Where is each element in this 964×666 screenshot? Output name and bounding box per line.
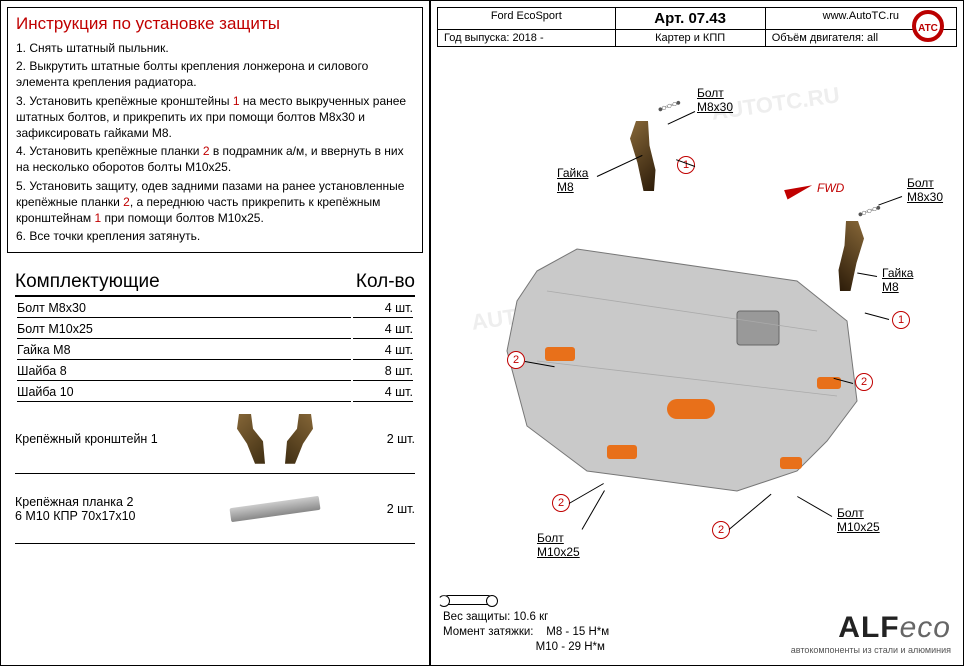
left-column: Инструкция по установке защиты 1. Снять … <box>1 1 431 665</box>
circle-2c: 2 <box>712 521 730 539</box>
bolt-trail-2: ● ○ ◦ ○ ◦ ○ ● <box>856 202 881 219</box>
hdr-model: Ford EcoSport <box>438 8 616 30</box>
components-title: Комплектующие <box>15 271 160 293</box>
orange-tab-4 <box>780 457 802 469</box>
bracket-2 <box>837 221 875 311</box>
orange-tab-2 <box>607 445 637 459</box>
torque-1: М8 - 15 Н*м <box>546 626 609 638</box>
components-header: Комплектующие Кол-во <box>15 271 415 297</box>
component-row: Шайба 88 шт. <box>17 362 413 381</box>
orange-tab-1 <box>545 347 575 361</box>
instruction-item: 4. Установить крепёжные планки 2 в подра… <box>16 143 414 175</box>
hdr-protect: Картер и КПП <box>616 30 766 46</box>
instruction-item: 2. Выкрутить штатные болты крепления лон… <box>16 58 414 90</box>
torque-2: М10 - 29 Н*м <box>536 641 605 653</box>
instructions-list: 1. Снять штатный пыльник. 2. Выкрутить шт… <box>16 40 414 244</box>
component-row: Болт М10х254 шт. <box>17 320 413 339</box>
label-bolt-m10-1: БолтМ10х25 <box>537 531 580 559</box>
component-qty: 4 шт. <box>353 320 413 339</box>
plank-label: Крепёжная планка 2 6 М10 КПР 70х17х10 <box>15 495 195 523</box>
weight-label: Вес защиты: 10.6 кг <box>443 611 548 623</box>
bracket-image <box>195 414 355 464</box>
bolt-trail-1: ● ○ ◦ ○ ◦ ○ ● <box>656 97 681 114</box>
label-nut-m8-2: ГайкаМ8 <box>882 266 913 294</box>
wrench-icon <box>443 595 493 605</box>
component-qty: 4 шт. <box>353 299 413 318</box>
component-name: Болт М8х30 <box>17 299 351 318</box>
logo-block: ALFeco автокомпоненты из стали и алюмини… <box>791 611 951 655</box>
label-bolt-m10-2: БолтМ10х25 <box>837 506 880 534</box>
instruction-item: 6. Все точки крепления затянуть. <box>16 228 414 244</box>
component-qty: 4 шт. <box>353 383 413 402</box>
leader-1 <box>668 111 696 125</box>
circle-2a: 2 <box>507 351 525 369</box>
circle-2b: 2 <box>552 494 570 512</box>
diagram-area: ● ○ ◦ ○ ◦ ○ ● ● ○ ◦ ○ ◦ ○ ● FWD БолтМ8х3… <box>437 61 957 659</box>
component-row: Шайба 104 шт. <box>17 383 413 402</box>
header-table: ATC Ford EcoSport Арт. 07.43 www.AutoTC.… <box>437 7 957 47</box>
footer-box: Вес защиты: 10.6 кг Момент затяжки: М8 -… <box>437 591 957 659</box>
plank-row: Крепёжная планка 2 6 М10 КПР 70х17х10 2 … <box>15 474 415 544</box>
component-row: Гайка М84 шт. <box>17 341 413 360</box>
component-name: Болт М10х25 <box>17 320 351 339</box>
circle-2d: 2 <box>855 373 873 391</box>
components-block: Комплектующие Кол-во Болт М8х304 шт.Болт… <box>7 271 423 544</box>
orange-center <box>667 399 715 419</box>
plank-name: Крепёжная планка 2 <box>15 495 133 509</box>
logo-tagline: автокомпоненты из стали и алюминия <box>791 645 951 655</box>
instruction-item: 5. Установить защиту, одев задними пазам… <box>16 178 414 227</box>
component-name: Гайка М8 <box>17 341 351 360</box>
label-bolt-m8-1: БолтМ8х30 <box>697 86 733 114</box>
instruction-item: 3. Установить крепёжные кронштейны 1 на … <box>16 93 414 142</box>
label-bolt-m8-2: БолтМ8х30 <box>907 176 943 204</box>
page-container: Инструкция по установке защиты 1. Снять … <box>0 0 964 666</box>
label-nut-m8-1: ГайкаМ8 <box>557 166 588 194</box>
leader-3 <box>878 196 902 205</box>
instruction-item: 1. Снять штатный пыльник. <box>16 40 414 56</box>
footer-data: Вес защиты: 10.6 кг Момент затяжки: М8 -… <box>443 595 609 655</box>
components-table: Болт М8х304 шт.Болт М10х254 шт.Гайка М84… <box>15 297 415 404</box>
circle-1b: 1 <box>892 311 910 329</box>
torque-label: Момент затяжки: <box>443 626 533 638</box>
component-row: Болт М8х304 шт. <box>17 299 413 318</box>
hdr-year: Год выпуска: 2018 - <box>438 30 616 46</box>
fwd-arrow: FWD <box>817 181 844 195</box>
logo-main: ALF <box>838 611 899 644</box>
component-name: Шайба 10 <box>17 383 351 402</box>
svg-text:ATC: ATC <box>918 23 938 34</box>
bracket-label: Крепёжный кронштейн 1 <box>15 432 195 446</box>
hdr-art: Арт. 07.43 <box>616 8 766 30</box>
plank-icon <box>229 496 320 522</box>
plank-qty: 2 шт. <box>355 502 415 516</box>
logo-eco: eco <box>900 611 951 644</box>
plank-image <box>195 502 355 516</box>
bracket-row: Крепёжный кронштейн 1 2 шт. <box>15 404 415 474</box>
bracket-qty: 2 шт. <box>355 432 415 446</box>
components-qty-title: Кол-во <box>356 271 415 293</box>
right-column: AUTOTC.RU AUTOTC.RU ATC Ford EcoSport Ар… <box>431 1 963 665</box>
atc-logo: ATC <box>906 6 950 46</box>
bracket-icon <box>231 414 271 464</box>
instructions-title: Инструкция по установке защиты <box>16 14 414 34</box>
shield-plate <box>497 241 877 501</box>
component-qty: 4 шт. <box>353 341 413 360</box>
instructions-box: Инструкция по установке защиты 1. Снять … <box>7 7 423 253</box>
logo-text: ALFeco <box>791 611 951 645</box>
component-name: Шайба 8 <box>17 362 351 381</box>
plank-sub: 6 М10 КПР 70х17х10 <box>15 509 136 523</box>
component-qty: 8 шт. <box>353 362 413 381</box>
bracket-icon-2 <box>279 414 319 464</box>
bracket-1 <box>627 121 665 211</box>
